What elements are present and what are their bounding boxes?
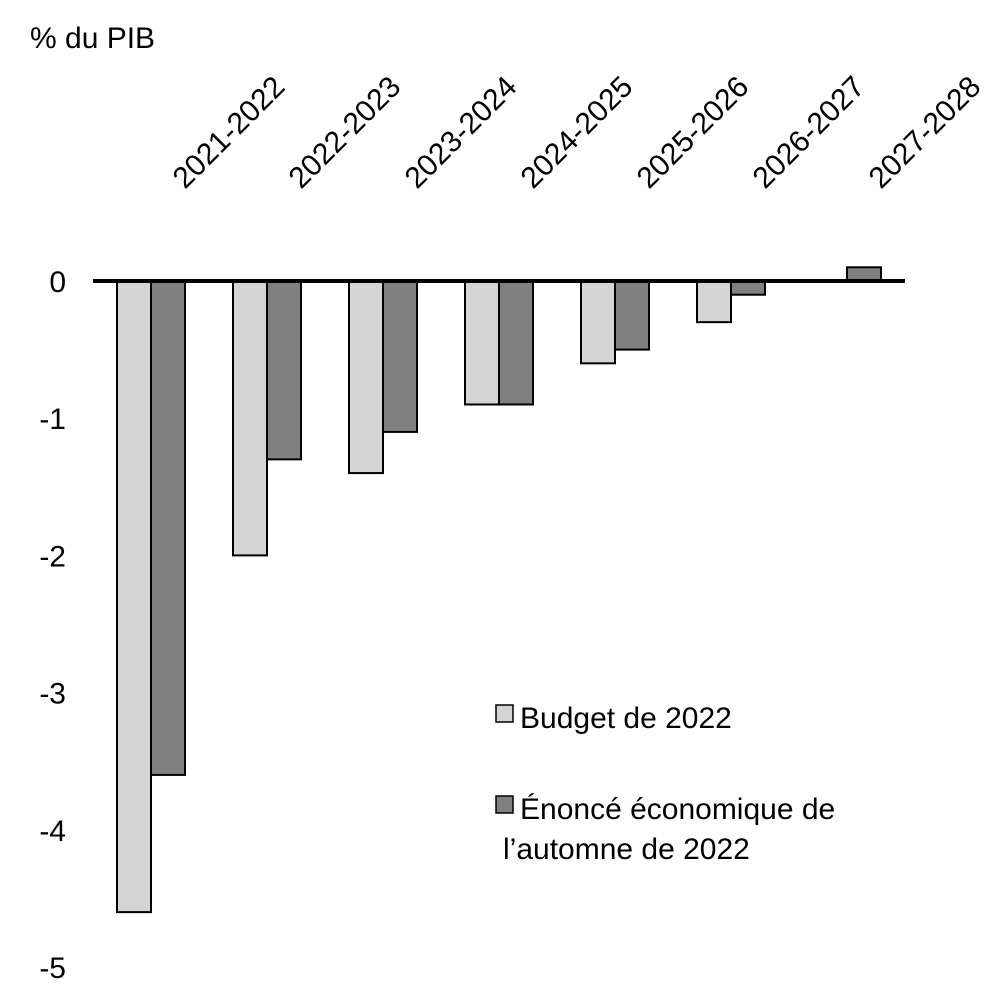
category-label: 2025-2026 bbox=[631, 70, 756, 195]
bar-series-2 bbox=[614, 280, 650, 351]
bar-series-1 bbox=[348, 280, 384, 475]
y-tick-label: -2 bbox=[39, 540, 66, 573]
y-tick-label: -3 bbox=[39, 678, 66, 711]
category-labels: 2021-20222022-20232023-20242024-20252025… bbox=[167, 70, 988, 195]
bar-series-1 bbox=[580, 280, 616, 365]
bar-series-1 bbox=[116, 280, 152, 914]
y-tick-label: -4 bbox=[39, 815, 66, 848]
bar-series-2 bbox=[846, 266, 882, 282]
legend-label: Énoncé économique de bbox=[520, 793, 835, 826]
y-axis-ticks: 0 -1 -2 -3 -4 -5 bbox=[39, 266, 66, 985]
legend-swatch bbox=[495, 795, 514, 814]
bar-series-2 bbox=[150, 280, 186, 776]
category-label: 2021-2022 bbox=[167, 70, 292, 195]
category-label: 2022-2023 bbox=[283, 70, 408, 195]
bar-series-1 bbox=[464, 280, 500, 406]
y-tick-label: -1 bbox=[39, 403, 66, 436]
y-tick-label: -5 bbox=[39, 952, 66, 985]
legend-swatch bbox=[495, 704, 514, 723]
bar-series-1 bbox=[696, 280, 732, 324]
legend: Budget de 2022 Énoncé économique de l’auto… bbox=[495, 702, 835, 866]
category-label: 2024-2025 bbox=[515, 70, 640, 195]
bar-series-1 bbox=[232, 280, 268, 557]
bar-series-2 bbox=[730, 280, 766, 296]
bar-series-2 bbox=[266, 280, 302, 461]
bar-series-2 bbox=[498, 280, 534, 406]
y-axis-label: % du PIB bbox=[30, 22, 155, 55]
bar-series-2 bbox=[382, 280, 418, 433]
y-tick-label: 0 bbox=[49, 266, 66, 299]
legend-label: Budget de 2022 bbox=[520, 702, 732, 735]
category-label: 2027-2028 bbox=[863, 70, 988, 195]
category-label: 2026-2027 bbox=[747, 70, 872, 195]
category-label: 2023-2024 bbox=[399, 70, 524, 195]
legend-label: l’automne de 2022 bbox=[503, 833, 750, 866]
